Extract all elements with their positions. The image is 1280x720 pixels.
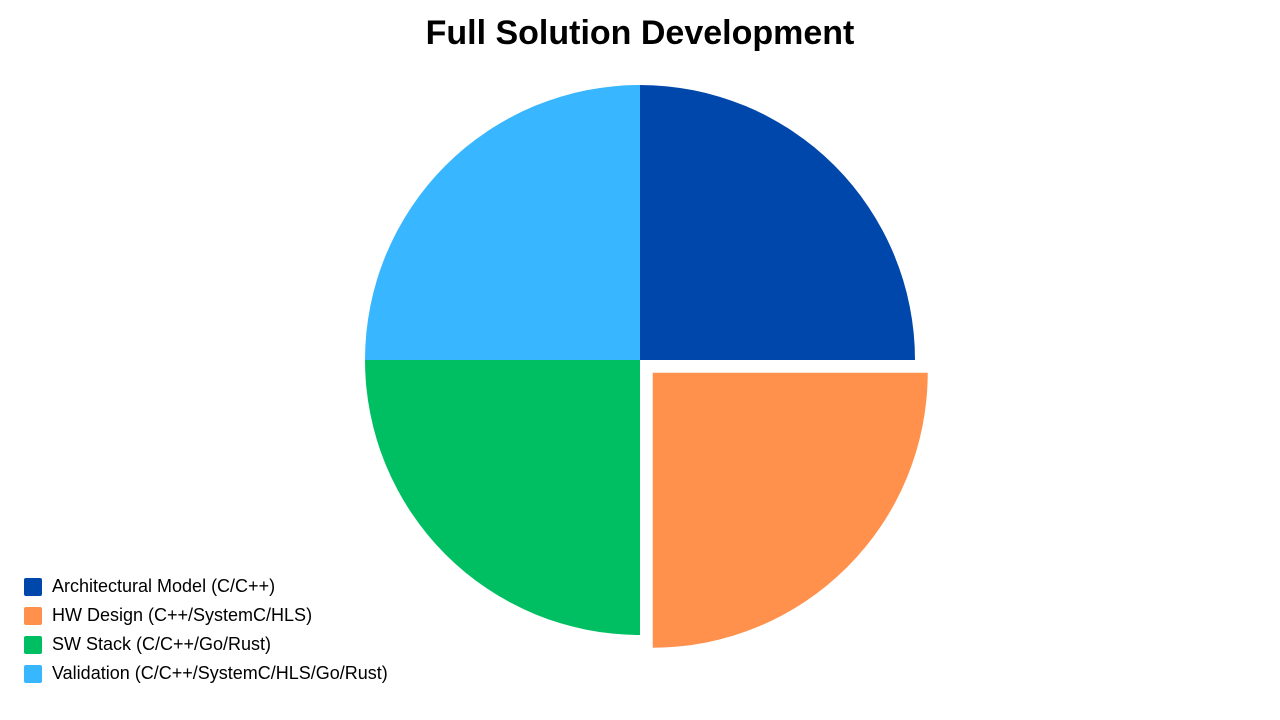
legend-label-0: Architectural Model (C/C++) [52,576,275,597]
legend-swatch-3 [24,665,42,683]
pie-slice-1 [653,373,928,648]
legend-item-3: Validation (C/C++/SystemC/HLS/Go/Rust) [24,663,388,684]
legend-item-2: SW Stack (C/C++/Go/Rust) [24,634,388,655]
pie-slice-3 [365,85,640,360]
legend-label-1: HW Design (C++/SystemC/HLS) [52,605,312,626]
chart-stage: Full Solution Development Architectural … [0,0,1280,720]
legend-swatch-1 [24,607,42,625]
legend-item-0: Architectural Model (C/C++) [24,576,388,597]
legend-swatch-2 [24,636,42,654]
legend-item-1: HW Design (C++/SystemC/HLS) [24,605,388,626]
legend-label-3: Validation (C/C++/SystemC/HLS/Go/Rust) [52,663,388,684]
pie-slice-0 [640,85,915,360]
pie-slice-2 [365,360,640,635]
legend-label-2: SW Stack (C/C++/Go/Rust) [52,634,271,655]
legend-swatch-0 [24,578,42,596]
legend: Architectural Model (C/C++) HW Design (C+… [24,576,388,692]
